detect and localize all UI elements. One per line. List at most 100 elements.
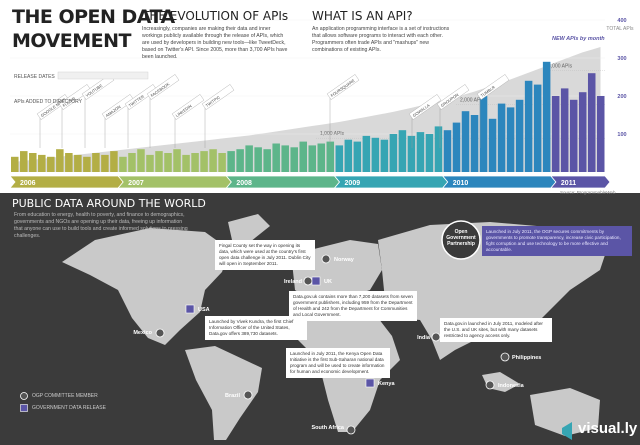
ogp-marker [321,254,331,264]
bar [353,141,362,172]
ogp-marker [346,425,356,435]
country-label: Mexico [133,330,152,336]
tag-box [201,84,235,110]
country-label: USA [198,307,210,313]
bar [398,130,407,172]
bar [119,156,127,172]
country-label: India [417,335,431,341]
bar [389,134,398,172]
tag-box [436,84,470,110]
callout: Launched in July 2011, the Kenya Open Da… [286,348,390,378]
bar [254,147,262,172]
bar [290,147,298,172]
ogp-marker [431,332,441,342]
country-label: Ireland [284,279,302,285]
land [530,388,600,436]
ogp-marker [500,352,510,362]
land [228,214,270,242]
bar [20,151,28,172]
brand-icon [562,422,572,440]
bar [101,154,109,172]
year-label: 2011 [561,180,576,187]
y-tick-label: 300 [617,56,626,62]
bar [371,137,380,172]
bar [65,153,73,172]
bar [578,92,587,172]
bar [470,115,479,172]
page-title: THE OPEN DATA [12,6,175,28]
bar [173,149,181,172]
callout: Fingal County set the way in opening its… [215,240,315,270]
tag-label: FOURSQUARE [330,78,356,98]
bar [524,80,533,172]
y2-tick-label: 3,000 APIs [548,64,573,70]
bar [11,156,19,172]
source: Source: ProgrammableWeb [560,190,616,195]
section-title: PUBLIC DATA AROUND THE WORLD [12,197,206,210]
ogp-badge [441,220,481,260]
y-tick-label: 200 [617,94,626,100]
country-label: Brazil [225,393,240,399]
ogp-label: Open Government Partnership [446,229,476,247]
legend-label: TOTAL APIs [606,26,634,32]
bar [308,145,317,172]
legend-ogp [20,392,28,400]
page-title: MOVEMENT [12,30,131,52]
bar [344,139,353,172]
brand: visual.ly [578,420,638,437]
bar [47,156,55,172]
bar [380,139,389,172]
y2-tick-label: 1,000 APIs [320,131,345,137]
data-release-marker [185,304,195,314]
section-title: THE EVOLUTION OF APIs [142,9,289,23]
callout: Launched by Vivek Kundra, the first Chie… [205,316,307,340]
bar [128,153,136,172]
bar [488,118,497,172]
bar [74,154,82,172]
bar [110,151,118,172]
bar [551,96,560,172]
country-label: Philippines [512,355,541,361]
legend-label: NEW APIs by month [552,36,605,42]
bar [479,96,488,172]
callout: Data.gov.in launched in July 2011, model… [440,318,552,342]
ogp-marker [155,328,165,338]
tag-box [101,94,135,120]
y-tick-label: 400 [617,18,626,24]
axis-label: RELEASE DATES [14,74,55,80]
ogp-marker [485,380,495,390]
axis-label: APIs ADDED TO DIRECTORY [14,99,82,105]
land [185,346,262,440]
bar [146,154,154,172]
year-label: 2006 [20,180,36,187]
year-band [550,175,611,189]
bar [83,156,91,172]
country-label: South Africa [312,425,345,431]
legend-label: GOVERNMENT DATA RELEASE [32,405,106,411]
api-tag: TWITPIC [201,84,235,110]
y2-tick-label: 2,000 APIs [460,97,485,103]
bar [92,153,100,172]
tag-box [36,94,70,120]
bar [227,151,235,172]
bar [164,153,172,172]
bar [191,153,199,172]
country-label: Kenya [378,381,395,387]
bar [155,151,163,172]
tag-box [408,94,442,120]
bar [596,96,605,172]
bar [335,145,344,172]
section-text: From education to energy, health to pove… [14,212,188,239]
data-release-marker [311,276,321,286]
bar [407,135,416,172]
ogp-marker [243,390,253,400]
tag-box [171,94,205,120]
bar [425,134,434,172]
bar [218,153,226,172]
section-title: WHAT IS AN API? [312,9,413,23]
bar [236,149,244,172]
y-tick-label: 100 [617,132,626,138]
bar [137,149,145,172]
bar [272,143,280,172]
year-label: 2009 [345,180,361,187]
